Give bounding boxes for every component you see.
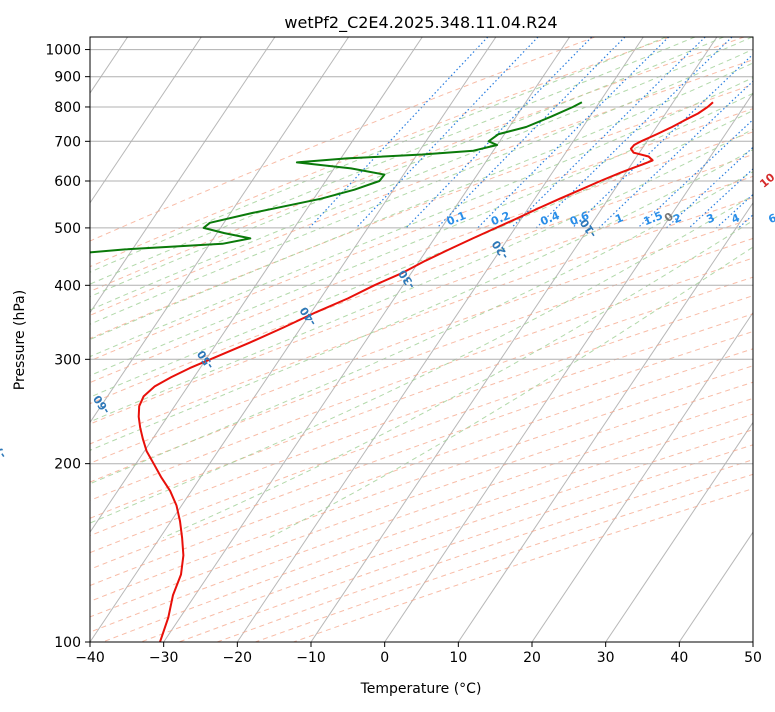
isotherm-label: -70 xyxy=(0,437,9,461)
x-tick-label: 20 xyxy=(523,650,541,666)
dry-adiabat-line xyxy=(0,37,775,642)
mixing-ratio-label: 0.2 xyxy=(489,209,512,228)
mixing-ratio-line xyxy=(763,37,775,228)
dry-adiabat-line xyxy=(0,37,775,642)
y-tick-label: 1000 xyxy=(45,43,81,59)
y-tick-label: 800 xyxy=(54,100,81,116)
dry-adiabat-line xyxy=(179,37,775,642)
moist-adiabat-line xyxy=(0,37,775,538)
dry-adiabat-line xyxy=(0,37,775,642)
moist-adiabat-line xyxy=(0,37,775,538)
mixing-ratio-label: 4 xyxy=(730,211,742,226)
x-tick-label: 0 xyxy=(380,650,389,666)
dry-adiabat-line xyxy=(0,37,775,642)
y-axis-label: Pressure (hPa) xyxy=(12,290,28,390)
dry-adiabat-line xyxy=(0,37,775,642)
dry-adiabat-line xyxy=(0,37,775,642)
isotherm-line xyxy=(679,37,775,642)
mixing-ratio-line xyxy=(739,37,775,228)
y-tick-label: 200 xyxy=(54,457,81,473)
mixing-ratio-label: 0.4 xyxy=(539,209,562,228)
mixing-ratio-label: 1.5 xyxy=(642,209,665,228)
x-axis-ticks: −40 −30 −20 −10 0 10 20 30 40 50 xyxy=(75,642,762,666)
mixing-ratio-line xyxy=(536,37,732,228)
y-tick-label: 700 xyxy=(54,134,81,150)
moist-adiabat-line xyxy=(0,37,775,538)
dry-adiabat-line xyxy=(0,37,775,642)
y-tick-label: 400 xyxy=(54,278,81,294)
x-axis-label: Temperature (°C) xyxy=(360,681,482,697)
isotherm-line xyxy=(237,37,643,642)
chart-title: wetPf2_C2E4.2025.348.11.04.R24 xyxy=(284,13,557,33)
x-tick-label: −30 xyxy=(149,650,179,666)
isotherm-line xyxy=(164,37,570,642)
wet-adiabat-label: 10 xyxy=(757,170,775,190)
dry-adiabat-line xyxy=(26,37,775,642)
dry-adiabat-line xyxy=(0,37,669,642)
isotherm-line xyxy=(0,37,349,642)
moist-adiabat-line xyxy=(0,37,775,538)
x-tick-label: 10 xyxy=(449,650,467,666)
dry-adiabat-line xyxy=(0,37,775,642)
dry-adiabat-line xyxy=(0,37,775,642)
mixing-ratio-line xyxy=(437,37,625,228)
dry-adiabat-line xyxy=(0,37,775,642)
x-tick-label: −20 xyxy=(223,650,253,666)
mixing-ratio-label: 6 xyxy=(767,211,775,226)
x-tick-label: −10 xyxy=(296,650,326,666)
isotherm-line xyxy=(753,37,775,642)
moist-adiabat-line xyxy=(0,37,775,538)
isotherm-label: -50 xyxy=(194,347,216,371)
isotherm-line xyxy=(385,37,775,642)
isotherm-line xyxy=(90,37,496,642)
moist-adiabat-line xyxy=(0,37,775,538)
dry-adiabat-line xyxy=(141,37,775,642)
isotherm-label: -30 xyxy=(396,267,418,291)
isotherm-line xyxy=(532,37,775,642)
isotherm-line xyxy=(16,37,422,642)
moist-adiabat-line xyxy=(0,37,724,538)
isotherm-label: -40 xyxy=(297,304,319,328)
x-tick-label: 30 xyxy=(597,650,615,666)
dry-adiabat-line xyxy=(0,37,595,642)
isotherm-line xyxy=(458,37,775,642)
isotherm-line xyxy=(606,37,775,642)
x-tick-label: 40 xyxy=(670,650,688,666)
dry-adiabat-line xyxy=(0,37,775,642)
y-tick-label: 600 xyxy=(54,174,81,190)
mixing-ratio-line xyxy=(356,37,538,228)
moist-adiabat-line xyxy=(0,37,775,538)
dry-adiabat-line xyxy=(0,37,775,642)
mixing-ratio-line xyxy=(572,37,771,228)
x-tick-label: −40 xyxy=(75,650,105,666)
y-axis-ticks: 100 200 300 400 500 600 700 800 900 1000 xyxy=(45,43,90,651)
isotherm-line xyxy=(311,37,717,642)
y-tick-label: 300 xyxy=(54,352,81,368)
background-lines xyxy=(0,37,775,642)
pressure-gridlines xyxy=(90,50,753,642)
dry-adiabat-line xyxy=(0,37,775,642)
y-tick-label: 100 xyxy=(54,635,81,651)
mixing-ratio-label: 3 xyxy=(705,211,717,226)
moist-adiabat-line xyxy=(0,37,666,538)
moist-adiabat-line xyxy=(0,37,775,538)
isotherm-line xyxy=(0,37,201,642)
y-tick-label: 900 xyxy=(54,70,81,86)
y-tick-label: 500 xyxy=(54,221,81,237)
dry-adiabat-line xyxy=(0,37,775,642)
isotherm-line xyxy=(0,37,275,642)
dry-adiabat-line xyxy=(0,37,775,642)
dry-adiabat-line xyxy=(0,37,775,642)
moist-adiabat-line xyxy=(0,37,695,538)
plot-frame xyxy=(90,37,753,642)
x-tick-label: 50 xyxy=(744,650,762,666)
dewpoint-profile xyxy=(0,102,582,642)
reference-line-labels: -100-90-80-70-60-50-40-30-20-100.10.20.4… xyxy=(0,76,775,600)
